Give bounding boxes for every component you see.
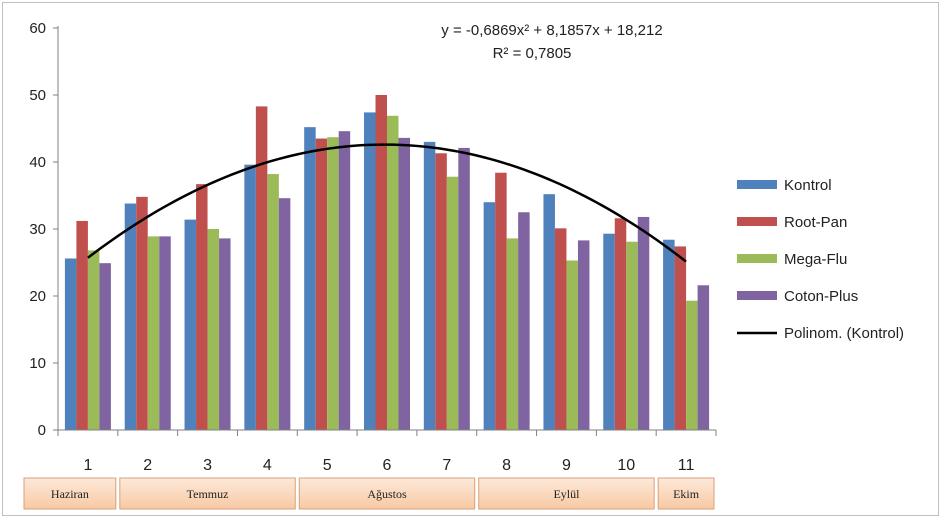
bars	[64, 95, 710, 431]
legend-swatch-root-pan	[737, 217, 777, 226]
bar-root-pan-7	[435, 153, 447, 431]
bar-root-pan-1	[76, 220, 88, 430]
x-tick-label: 11	[678, 457, 695, 474]
bar-mega-flu-9	[566, 260, 578, 430]
bar-coton-plus-1	[99, 263, 111, 430]
bar-kontrol-5	[304, 127, 316, 430]
bar-coton-plus-2	[159, 236, 171, 430]
bar-coton-plus-11	[697, 285, 710, 430]
month-box-ekim	[657, 477, 715, 510]
bar-root-pan-11	[674, 246, 687, 430]
bar-root-pan-5	[315, 138, 328, 431]
legend-swatch-kontrol	[737, 180, 777, 189]
month-box-ağustos	[298, 477, 476, 510]
month-label-ağustos: Ağustos	[367, 487, 407, 501]
x-tick-label: 10	[617, 457, 635, 474]
month-label-eylül: Eylül	[553, 487, 580, 501]
bar-root-pan-8	[495, 172, 507, 430]
bar-kontrol-4	[244, 164, 256, 430]
legend-swatch-mega-flu	[737, 254, 777, 263]
legend: Kontrol Root-Pan Mega-Flu Coton-Plus Polinom…	[737, 177, 904, 342]
x-tick-label: 2	[143, 457, 152, 474]
bar-kontrol-2	[124, 203, 137, 430]
y-tick-label: 40	[29, 154, 46, 171]
bar-mega-flu-11	[686, 300, 698, 430]
month-box-haziran	[23, 477, 117, 510]
bar-kontrol-6	[364, 112, 376, 431]
x-axis: 1 2 3 4 5 6 7 8 9 10 11	[57, 429, 717, 474]
y-tick-label: 50	[29, 87, 46, 104]
month-groups: Haziran Temmuz Ağustos Eylül Ekim	[23, 477, 715, 510]
bar-mega-flu-7	[446, 176, 459, 430]
bar-kontrol-8	[483, 202, 496, 430]
month-label-haziran: Haziran	[51, 487, 89, 501]
bar-mega-flu-6	[387, 115, 399, 431]
month-label-ekim: Ekim	[673, 487, 700, 501]
bar-coton-plus-9	[577, 240, 590, 430]
x-tick-label: 5	[323, 457, 332, 474]
bar-coton-plus-7	[458, 147, 470, 430]
x-tick-label: 7	[442, 457, 451, 474]
y-tick-label: 60	[29, 20, 46, 37]
legend-label-coton-plus: Coton-Plus	[784, 288, 858, 305]
trendline-equation: y = -0,6869x² + 8,1857x + 18,212	[441, 22, 662, 39]
bar-kontrol-7	[423, 141, 436, 430]
bar-mega-flu-3	[207, 229, 220, 430]
y-tick-label: 20	[29, 288, 46, 305]
legend-swatch-coton-plus	[737, 291, 777, 300]
bar-kontrol-9	[543, 194, 555, 430]
bar-kontrol-11	[663, 239, 675, 430]
bar-root-pan-4	[255, 106, 268, 430]
legend-label-mega-flu: Mega-Flu	[784, 251, 847, 268]
bar-root-pan-6	[375, 95, 387, 430]
trendline	[87, 143, 687, 263]
bar-mega-flu-8	[506, 238, 519, 430]
x-tick-label: 3	[203, 457, 212, 474]
bar-mega-flu-10	[626, 241, 638, 430]
x-tick-label: 1	[83, 457, 92, 474]
bar-coton-plus-3	[219, 238, 231, 430]
bar-coton-plus-5	[338, 131, 351, 430]
x-tick-label: 9	[562, 457, 571, 474]
legend-label-trendline: Polinom. (Kontrol)	[784, 325, 904, 342]
bar-coton-plus-10	[637, 216, 650, 430]
bar-kontrol-3	[184, 219, 197, 430]
y-tick-label: 0	[38, 422, 46, 439]
y-axis: 0 10 20 30 40 50 60	[29, 20, 59, 439]
bar-root-pan-2	[136, 196, 148, 430]
x-tick-label: 8	[502, 457, 511, 474]
bar-root-pan-9	[554, 228, 567, 430]
bar-coton-plus-8	[518, 212, 530, 430]
y-tick-label: 10	[29, 355, 46, 372]
trendline-curve	[87, 143, 687, 263]
month-box-eylül	[478, 477, 655, 510]
bar-coton-plus-4	[278, 198, 291, 430]
x-tick-label: 6	[383, 457, 392, 474]
month-label-temmuz: Temmuz	[187, 487, 229, 501]
x-tick-label: 4	[263, 457, 272, 474]
bar-root-pan-10	[614, 218, 627, 430]
bar-mega-flu-4	[267, 174, 279, 430]
y-tick-label: 30	[29, 221, 46, 238]
trendline-r2: R² = 0,7805	[493, 45, 572, 62]
bar-kontrol-10	[603, 233, 615, 430]
bar-mega-flu-1	[87, 250, 100, 430]
bar-mega-flu-5	[327, 137, 339, 430]
month-box-temmuz	[119, 477, 296, 510]
legend-label-root-pan: Root-Pan	[784, 214, 847, 231]
legend-label-kontrol: Kontrol	[784, 177, 832, 194]
bar-root-pan-3	[196, 184, 208, 430]
bar-coton-plus-6	[398, 137, 410, 430]
bar-mega-flu-2	[147, 236, 160, 430]
bar-kontrol-1	[64, 258, 77, 430]
